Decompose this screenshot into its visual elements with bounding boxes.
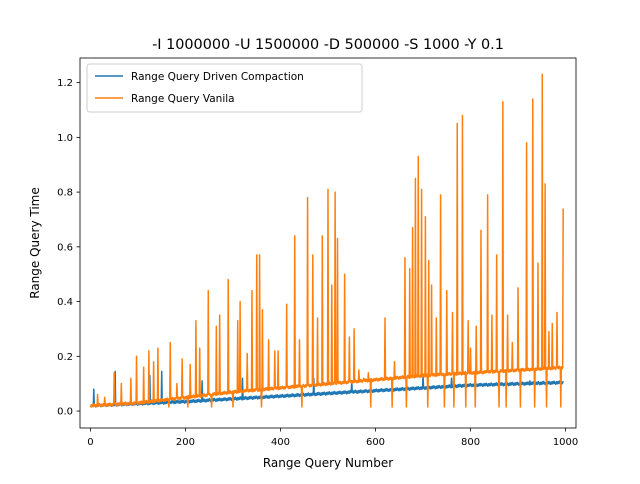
legend-entry: Range Query Driven Compaction <box>131 71 304 83</box>
x-tick-label: 800 <box>461 437 480 448</box>
legend: Range Query Driven Compaction Range Query… <box>86 63 363 113</box>
y-tick-label: 0.8 <box>57 188 73 199</box>
y-tick-label: 0.2 <box>57 352 73 363</box>
y-tick-label: 1.2 <box>57 78 73 89</box>
chart-title: -I 1000000 -U 1500000 -D 500000 -S 1000 … <box>152 37 504 53</box>
x-tick-label: 400 <box>271 437 290 448</box>
x-tick-label: 0 <box>87 437 93 448</box>
x-axis-ticks: 0 200 400 600 800 1000 <box>87 428 578 448</box>
x-axis-label: Range Query Number <box>263 456 393 470</box>
series-line-2 <box>89 73 564 408</box>
y-tick-label: 0.4 <box>57 297 73 308</box>
y-tick-label: 1.0 <box>57 133 73 144</box>
legend-entry: Range Query Vanila <box>131 93 235 105</box>
y-axis-ticks: 0.0 0.2 0.4 0.6 0.8 1.0 1.2 <box>57 78 80 418</box>
axes-frame <box>79 57 577 429</box>
y-axis-label: Range Query Time <box>28 187 42 299</box>
legend-box <box>86 63 363 113</box>
y-tick-label: 0.0 <box>57 407 73 418</box>
y-tick-label: 0.6 <box>57 242 73 253</box>
x-tick-label: 600 <box>366 437 385 448</box>
x-tick-label: 200 <box>176 437 195 448</box>
x-tick-label: 1000 <box>553 437 578 448</box>
plot-area <box>89 73 564 408</box>
